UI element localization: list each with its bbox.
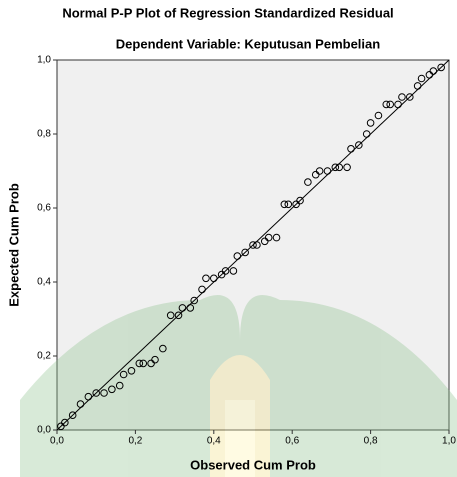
chart-title: Normal P-P Plot of Regression Standardiz…: [62, 5, 393, 20]
y-tick-label: 1,0: [37, 55, 51, 66]
x-axis-label: Observed Cum Prob: [190, 457, 316, 472]
x-tick-label: 0,6: [285, 436, 299, 447]
y-tick-label: 0,0: [37, 425, 51, 436]
x-tick-label: 0,2: [128, 436, 142, 447]
x-tick-label: 0,0: [50, 436, 64, 447]
x-tick-label: 1,0: [442, 436, 456, 447]
x-tick-label: 0,8: [364, 436, 378, 447]
y-tick-label: 0,8: [37, 129, 51, 140]
x-tick-label: 0,4: [207, 436, 221, 447]
chart-subtitle: Dependent Variable: Keputusan Pembelian: [116, 36, 380, 51]
y-tick-label: 0,6: [37, 203, 51, 214]
chart: Normal P-P Plot of Regression Standardiz…: [0, 0, 457, 477]
y-axis-label: Expected Cum Prob: [6, 183, 21, 307]
y-tick-label: 0,2: [37, 351, 51, 362]
y-tick-label: 0,4: [37, 277, 51, 288]
